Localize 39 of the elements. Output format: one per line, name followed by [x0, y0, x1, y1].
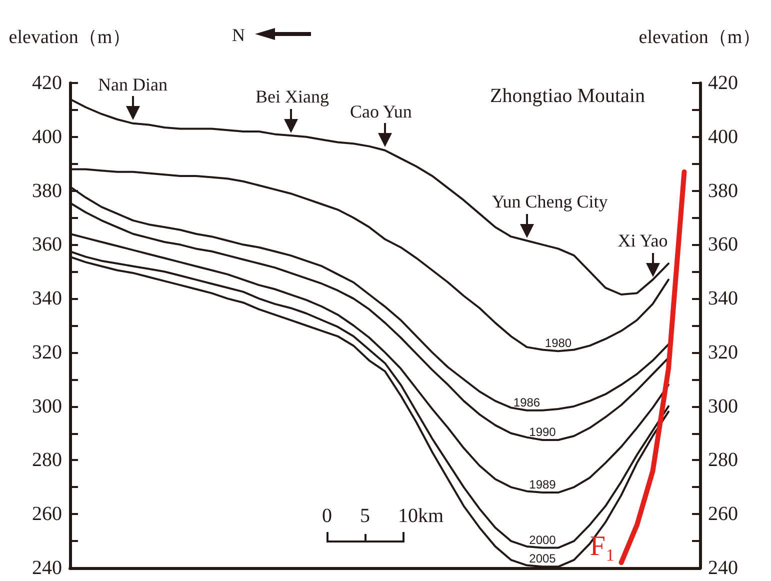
- annotation: 10km: [398, 505, 444, 527]
- text: N: [232, 25, 245, 45]
- y-tick-label: 360: [32, 234, 62, 256]
- series-label: 1990: [529, 425, 556, 440]
- y2-tick-label: 300: [708, 395, 738, 418]
- y2-tick-label: 380: [708, 180, 738, 202]
- y2-tick-label: 400: [708, 126, 738, 148]
- annotation: 0: [322, 505, 332, 527]
- data-label: Bei Xiang: [256, 86, 329, 107]
- annotation: Zhongtiao Moutain: [490, 85, 645, 107]
- data-label: Xi Yao: [618, 230, 668, 251]
- data-label: Nan Dian: [98, 74, 168, 94]
- data-label: Yun Cheng City: [492, 192, 608, 212]
- y2-tick-label: 420: [708, 72, 738, 94]
- series-label: 2000: [529, 532, 556, 547]
- y-tick-label: 320: [32, 341, 62, 364]
- series-label: F₁: [590, 531, 616, 562]
- y-tick-label: 240: [32, 557, 62, 579]
- series-label: 1989: [529, 478, 556, 492]
- y2-axis-title: elevation（m）: [638, 27, 762, 48]
- y2-tick-label: 340: [708, 288, 738, 310]
- annotation: 5: [360, 505, 370, 527]
- y-tick-label: 340: [32, 288, 62, 310]
- y2-tick-label: 360: [708, 234, 738, 256]
- y2-tick-label: 240: [708, 557, 738, 579]
- y-tick-label: 280: [32, 449, 62, 472]
- y-axis-title: elevation（m）: [8, 27, 132, 48]
- y2-tick-label: 280: [708, 449, 738, 472]
- series-label: 1986: [513, 395, 540, 410]
- series-label: 1980: [544, 336, 572, 350]
- y-tick-label: 420: [32, 72, 62, 94]
- y2-tick-label: 320: [708, 341, 738, 364]
- y-tick-label: 380: [32, 180, 62, 202]
- y-tick-label: 260: [32, 503, 62, 526]
- y-tick-label: 400: [32, 126, 62, 148]
- y2-tick-label: 260: [708, 503, 738, 526]
- y-tick-label: 300: [32, 395, 62, 418]
- series-label: 2005: [529, 552, 556, 566]
- data-label: Cao Yun: [350, 101, 412, 122]
